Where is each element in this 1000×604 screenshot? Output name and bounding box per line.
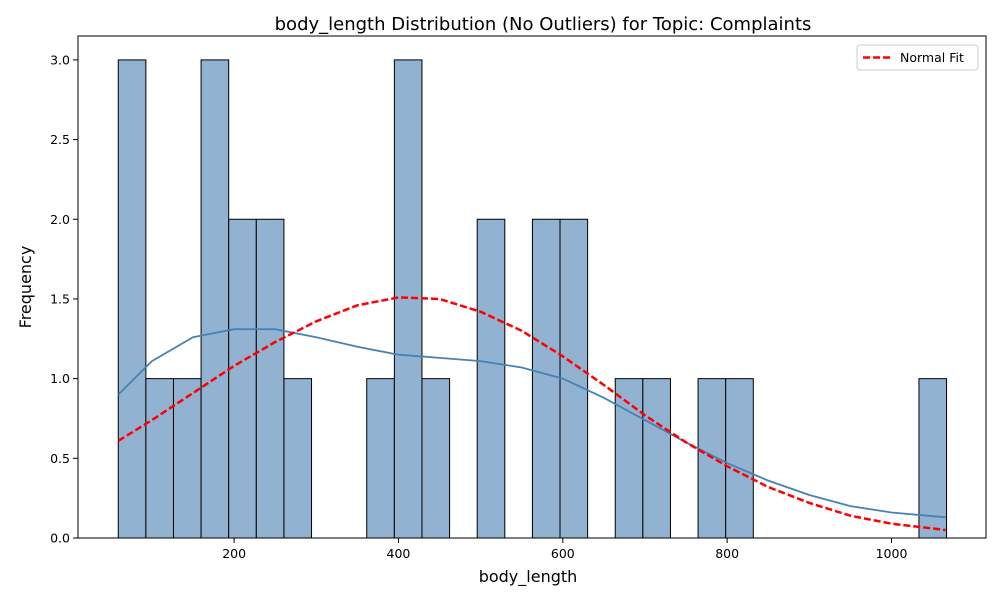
x-axis-ticks: 200 400 600 800 1000 — [222, 538, 907, 561]
x-tick-label: 800 — [715, 546, 739, 561]
y-axis-ticks: 0.0 0.5 1.0 1.5 2.0 2.5 3.0 — [50, 52, 78, 546]
y-tick-label: 2.0 — [50, 212, 70, 227]
y-tick-label: 1.0 — [50, 371, 70, 386]
histogram-bar — [531, 218, 561, 539]
histogram-bar — [642, 378, 671, 539]
histogram-bar — [476, 218, 506, 539]
histogram-bar — [725, 378, 754, 539]
kde-line — [117, 328, 946, 519]
bars-group — [117, 59, 948, 539]
y-tick-label: 0.0 — [50, 531, 70, 546]
x-axis-label: body_length — [479, 567, 578, 587]
x-tick-label: 1000 — [876, 546, 908, 561]
chart-title: body_length Distribution (No Outliers) f… — [275, 14, 812, 35]
x-tick-label: 200 — [222, 546, 246, 561]
legend-box — [856, 44, 979, 71]
y-axis-label: Frequency — [16, 246, 35, 329]
histogram-bar — [228, 218, 257, 539]
x-tick-label: 600 — [551, 546, 575, 561]
legend: Normal Fit — [856, 44, 979, 71]
plot-frame — [77, 35, 987, 539]
histogram-bar — [200, 59, 230, 539]
histogram-bar — [117, 59, 147, 539]
histogram-bar — [366, 378, 395, 539]
lines-group — [117, 296, 946, 532]
y-tick-label: 0.5 — [50, 451, 70, 466]
y-tick-label: 3.0 — [50, 52, 70, 67]
y-tick-label: 2.5 — [50, 132, 70, 147]
histogram-bar — [172, 378, 202, 539]
histogram-bar — [255, 218, 285, 539]
legend-normal-fit-label: Normal Fit — [900, 50, 964, 65]
histogram-bar — [421, 378, 451, 539]
histogram-bar — [145, 378, 174, 539]
histogram-bar — [918, 378, 948, 539]
histogram-bar — [283, 378, 313, 539]
y-tick-label: 1.5 — [50, 291, 70, 306]
x-tick-label: 400 — [387, 546, 411, 561]
normal-fit-line — [117, 296, 946, 532]
